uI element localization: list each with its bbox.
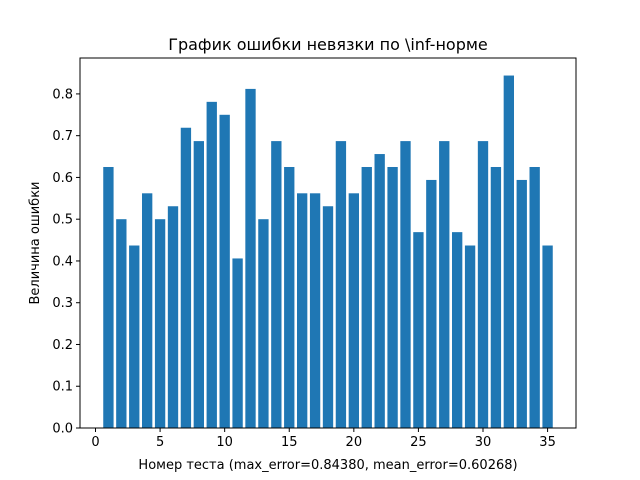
y-tick-label: 0.1 (52, 380, 73, 395)
bar-test-3 (129, 245, 140, 428)
bar-test-34 (529, 166, 540, 428)
y-tick-label: 0.3 (52, 296, 73, 311)
y-tick-label: 0.8 (52, 87, 73, 102)
y-axis-title: Величина ошибки (28, 181, 43, 304)
y-tick-label: 0.6 (52, 171, 73, 186)
bar-test-14 (271, 141, 282, 429)
bar-test-26 (426, 179, 437, 428)
bar-test-27 (439, 141, 450, 429)
bar-test-12 (245, 88, 256, 429)
x-tick-label: 30 (475, 435, 492, 450)
x-tick-label: 15 (281, 435, 298, 450)
bar-test-21 (361, 166, 372, 428)
x-axis-ticks: 0 5 10 15 20 25 30 35 (91, 428, 556, 450)
bar-test-13 (258, 219, 269, 428)
bar-test-17 (309, 193, 321, 428)
bar-test-35 (542, 245, 553, 428)
bar-test-4 (142, 193, 153, 428)
bar-test-23 (387, 166, 398, 428)
x-axis-title: Номер теста (max_error=0.84380, mean_err… (138, 458, 517, 473)
bar-test-20 (348, 193, 359, 428)
y-tick-label: 0.2 (52, 338, 73, 353)
bar-test-31 (490, 166, 502, 428)
bar-test-16 (297, 193, 308, 428)
bar-test-19 (335, 141, 347, 429)
bar-test-24 (400, 141, 411, 429)
x-tick-label: 25 (410, 435, 427, 450)
bar-test-15 (284, 166, 295, 428)
chart-title: График ошибки невязки по \inf-норме (168, 35, 488, 54)
bar-test-9 (206, 101, 217, 428)
bar-test-32 (503, 75, 514, 429)
bars-group (103, 75, 553, 429)
bar-test-30 (477, 141, 489, 429)
bar-test-22 (374, 154, 385, 428)
bar-test-33 (516, 179, 527, 428)
bar-test-7 (180, 127, 192, 428)
bar-test-10 (219, 114, 230, 428)
x-tick-label: 20 (346, 435, 363, 450)
y-axis-ticks: 0.0 0.1 0.2 0.3 0.4 0.5 0.6 0.7 0.8 (52, 87, 80, 437)
bar-test-6 (167, 206, 179, 428)
x-tick-label: 0 (91, 435, 99, 450)
bar-test-1 (103, 166, 114, 428)
x-tick-label: 5 (156, 435, 164, 450)
plot-frame (79, 57, 577, 429)
x-tick-label: 10 (216, 435, 233, 450)
y-tick-label: 0.0 (52, 422, 73, 437)
bar-test-29 (464, 245, 476, 428)
y-tick-label: 0.4 (52, 254, 73, 269)
bar-test-8 (193, 141, 204, 429)
bar-test-25 (413, 232, 424, 428)
bar-test-18 (322, 206, 334, 428)
bar-test-2 (116, 219, 127, 428)
y-tick-label: 0.7 (52, 129, 73, 144)
x-tick-label: 35 (539, 435, 556, 450)
bar-test-28 (452, 232, 463, 428)
y-tick-label: 0.5 (52, 213, 73, 228)
bar-test-5 (154, 219, 166, 428)
bar-test-11 (232, 258, 243, 428)
